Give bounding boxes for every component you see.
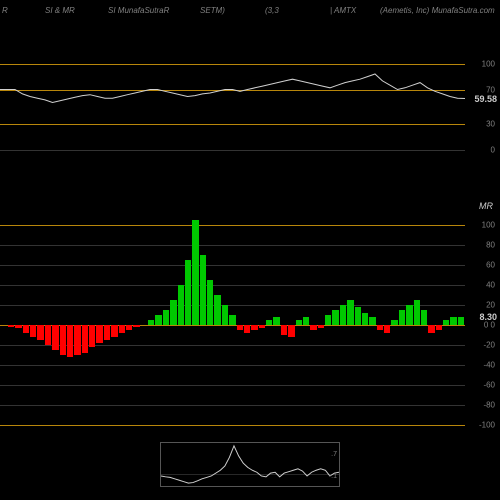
axis-label: -20 bbox=[483, 341, 495, 350]
bar bbox=[74, 215, 80, 435]
mr-bar-chart: MR100806040200 0-20-40-60-80-1008.30 bbox=[0, 215, 465, 435]
panel-label: MR bbox=[479, 201, 493, 211]
bar bbox=[237, 215, 243, 435]
bar bbox=[251, 215, 257, 435]
bar bbox=[273, 215, 279, 435]
bar bbox=[60, 215, 66, 435]
bar bbox=[303, 215, 309, 435]
header-text: SI & MR bbox=[45, 6, 75, 15]
axis-label: 40 bbox=[486, 281, 495, 290]
axis-label: -60 bbox=[483, 381, 495, 390]
gridline bbox=[0, 150, 465, 151]
bars-container bbox=[0, 215, 465, 435]
axis-label: 0 0 bbox=[484, 321, 495, 330]
bar bbox=[30, 215, 36, 435]
axis-label: -40 bbox=[483, 361, 495, 370]
bar bbox=[200, 215, 206, 435]
bar bbox=[1, 215, 7, 435]
bar bbox=[23, 215, 29, 435]
bar bbox=[340, 215, 346, 435]
bar bbox=[229, 215, 235, 435]
bar bbox=[406, 215, 412, 435]
bar bbox=[332, 215, 338, 435]
bar bbox=[384, 215, 390, 435]
bar bbox=[369, 215, 375, 435]
axis-label: 0 bbox=[491, 146, 495, 155]
bar bbox=[310, 215, 316, 435]
bar bbox=[428, 215, 434, 435]
bar bbox=[141, 215, 147, 435]
header-text: (Aemetis, Inc) MunafaSutra.com bbox=[380, 6, 495, 15]
bar bbox=[214, 215, 220, 435]
bar bbox=[207, 215, 213, 435]
axis-label: 20 bbox=[486, 301, 495, 310]
bar bbox=[185, 215, 191, 435]
bar bbox=[8, 215, 14, 435]
axis-label: 100 bbox=[482, 221, 495, 230]
bar bbox=[259, 215, 265, 435]
rsi-current-value: 59.58 bbox=[474, 94, 497, 104]
axis-label: 80 bbox=[486, 241, 495, 250]
bar bbox=[52, 215, 58, 435]
bar bbox=[244, 215, 250, 435]
bar bbox=[421, 215, 427, 435]
axis-label: 30 bbox=[486, 120, 495, 129]
bar bbox=[281, 215, 287, 435]
bar bbox=[111, 215, 117, 435]
bar bbox=[318, 215, 324, 435]
bar bbox=[377, 215, 383, 435]
thumbnail-line bbox=[161, 443, 339, 486]
bar bbox=[450, 215, 456, 435]
bar bbox=[178, 215, 184, 435]
axis-label: -80 bbox=[483, 401, 495, 410]
axis-label: 100 bbox=[482, 59, 495, 68]
thumb-label-bottom: -.1 bbox=[329, 473, 337, 480]
mr-current-value: 8.30 bbox=[479, 312, 497, 322]
bar bbox=[192, 215, 198, 435]
rsi-line-chart: 1007030059.58 bbox=[0, 55, 465, 150]
bar bbox=[347, 215, 353, 435]
bar bbox=[458, 215, 464, 435]
header-text: | AMTX bbox=[330, 6, 356, 15]
bar bbox=[163, 215, 169, 435]
bar bbox=[119, 215, 125, 435]
bar bbox=[155, 215, 161, 435]
bar bbox=[104, 215, 110, 435]
bar bbox=[222, 215, 228, 435]
bar bbox=[89, 215, 95, 435]
bar bbox=[288, 215, 294, 435]
header-text: (3,3 bbox=[265, 6, 279, 15]
bar bbox=[266, 215, 272, 435]
thumbnail-chart: .7 -.1 bbox=[160, 442, 340, 487]
thumb-label-top: .7 bbox=[331, 451, 337, 458]
bar bbox=[355, 215, 361, 435]
header-text: R bbox=[2, 6, 8, 15]
chart-header: R SI & MR SI MunafaSutraR SETM) (3,3 | AMTX (A… bbox=[0, 0, 500, 20]
bar bbox=[414, 215, 420, 435]
bar bbox=[296, 215, 302, 435]
header-text: SETM) bbox=[200, 6, 225, 15]
bar bbox=[148, 215, 154, 435]
bar bbox=[362, 215, 368, 435]
bar bbox=[133, 215, 139, 435]
bar bbox=[391, 215, 397, 435]
bar bbox=[45, 215, 51, 435]
bar bbox=[399, 215, 405, 435]
axis-label: 60 bbox=[486, 261, 495, 270]
bar bbox=[15, 215, 21, 435]
header-text: SI MunafaSutraR bbox=[108, 6, 169, 15]
bar bbox=[82, 215, 88, 435]
bar bbox=[325, 215, 331, 435]
bar bbox=[170, 215, 176, 435]
bar bbox=[67, 215, 73, 435]
bar bbox=[436, 215, 442, 435]
bar bbox=[37, 215, 43, 435]
bar bbox=[126, 215, 132, 435]
bar bbox=[96, 215, 102, 435]
rsi-line bbox=[0, 55, 465, 150]
bar bbox=[443, 215, 449, 435]
axis-label: -100 bbox=[479, 421, 495, 430]
